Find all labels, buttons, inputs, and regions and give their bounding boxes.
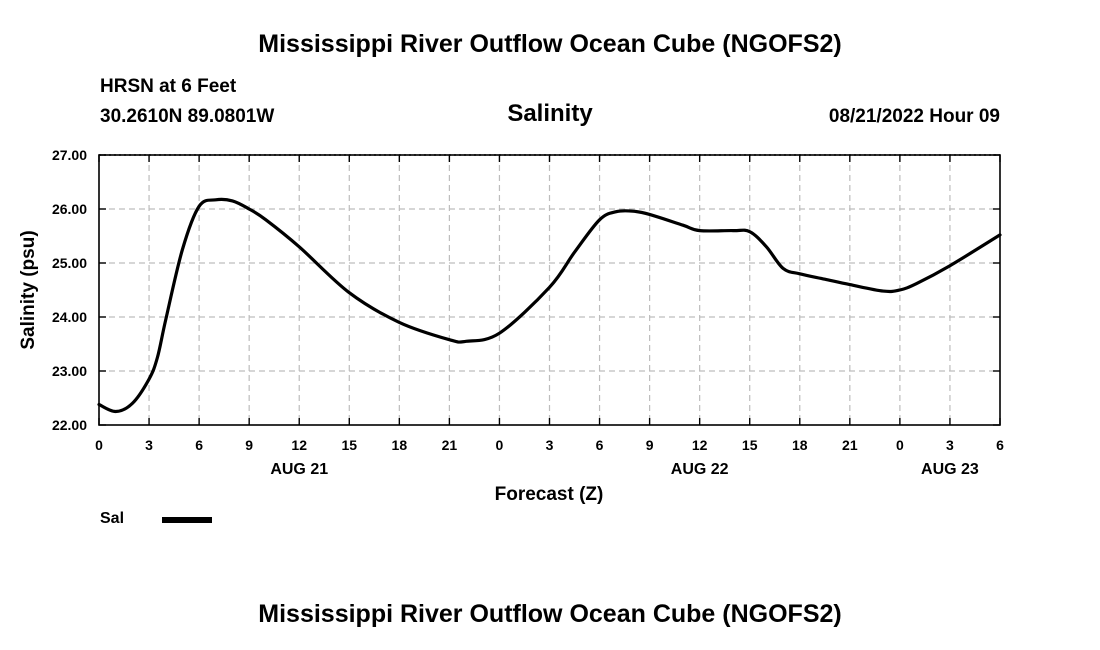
x-day-label: AUG 22 <box>671 461 729 478</box>
station-label: HRSN at 6 Feet <box>100 76 237 97</box>
chart-title: Salinity <box>507 100 593 127</box>
x-tick-label: 6 <box>195 437 203 453</box>
x-tick-label: 0 <box>95 437 103 453</box>
y-axis: 22.00 23.00 24.00 25.00 26.00 27.00 <box>52 147 1000 433</box>
x-tick-label: 18 <box>792 437 808 453</box>
y-tick-label: 25.00 <box>52 255 87 271</box>
x-tick-label: 12 <box>291 437 307 453</box>
x-tick-label: 12 <box>692 437 708 453</box>
y-tick-label: 24.00 <box>52 309 87 325</box>
y-axis-label: Salinity (psu) <box>18 230 39 349</box>
x-tick-label: 0 <box>496 437 504 453</box>
page-title: Mississippi River Outflow Ocean Cube (NG… <box>258 30 842 58</box>
page-title-repeat: Mississippi River Outflow Ocean Cube (NG… <box>258 600 842 628</box>
x-tick-label: 6 <box>596 437 604 453</box>
y-tick-label: 22.00 <box>52 417 87 433</box>
x-tick-label: 21 <box>842 437 858 453</box>
x-tick-label: 3 <box>145 437 153 453</box>
x-axis: 0 3 6 9 12 15 18 21 0 3 6 9 12 15 18 21 0 3 6 AUG 21 AUG 22 A… <box>95 155 1004 478</box>
x-day-label: AUG 23 <box>921 461 979 478</box>
y-tick-label: 27.00 <box>52 147 87 163</box>
legend-swatch-sal <box>162 517 212 523</box>
x-tick-label: 15 <box>341 437 357 453</box>
x-tick-label: 3 <box>946 437 954 453</box>
x-axis-label: Forecast (Z) <box>495 484 604 505</box>
series-line-sal <box>97 197 1002 414</box>
x-tick-label: 18 <box>392 437 408 453</box>
legend-label-sal: Sal <box>100 510 125 527</box>
forecast-datetime: 08/21/2022 Hour 09 <box>828 106 1000 127</box>
x-tick-label: 21 <box>442 437 458 453</box>
x-day-label: AUG 21 <box>270 461 328 478</box>
x-tick-label: 15 <box>742 437 758 453</box>
x-tick-label: 3 <box>546 437 554 453</box>
station-coords: 30.2610N 89.0801W <box>100 106 275 127</box>
x-tick-label: 9 <box>245 437 253 453</box>
x-tick-label: 0 <box>896 437 904 453</box>
x-tick-label: 9 <box>646 437 654 453</box>
grid-lines <box>99 155 1000 425</box>
y-tick-label: 26.00 <box>52 201 87 217</box>
y-tick-label: 23.00 <box>52 363 87 379</box>
x-tick-label: 6 <box>996 437 1004 453</box>
